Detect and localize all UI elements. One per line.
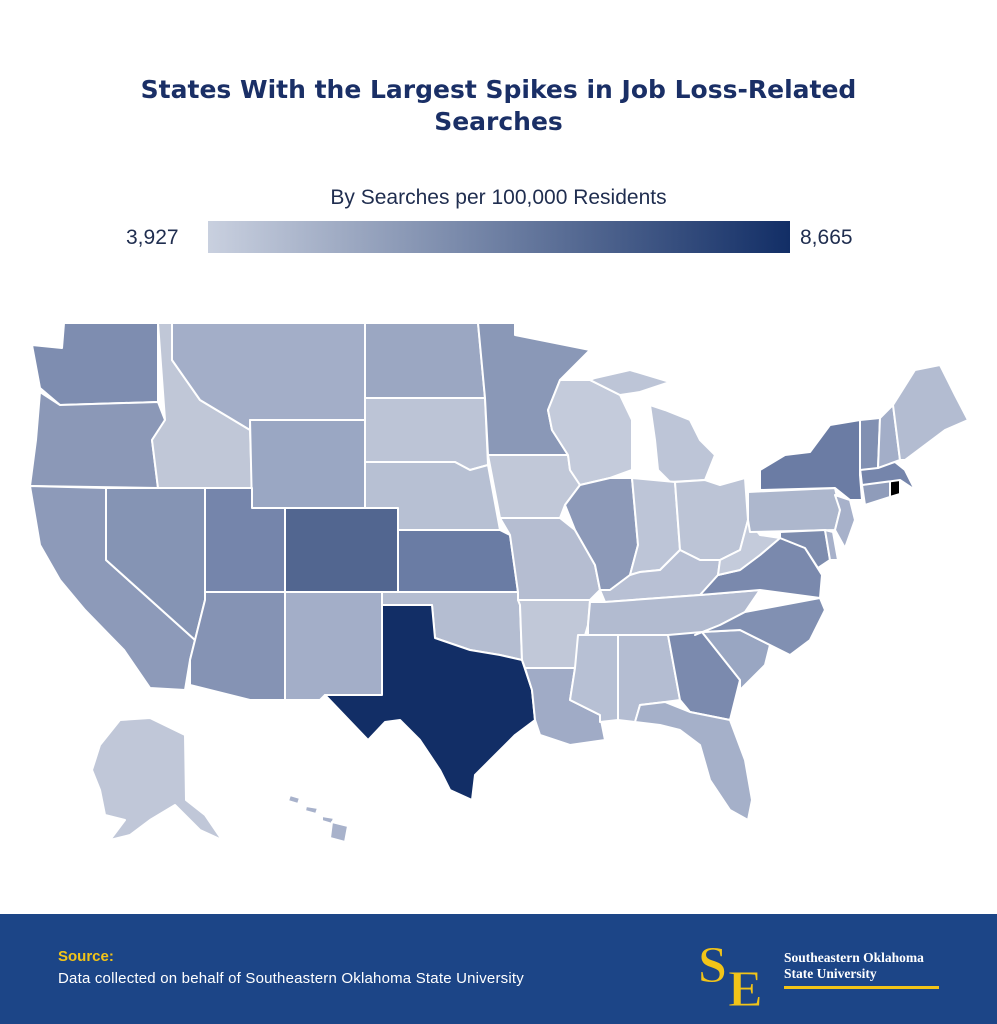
logo-underline	[784, 986, 939, 989]
legend-max-value: 8,665	[800, 226, 853, 249]
state-co	[284, 507, 399, 593]
title-line-2: Searches	[434, 107, 563, 136]
us-choropleth-map	[29, 322, 969, 843]
footer: Source: Data collected on behalf of Sout…	[0, 914, 997, 1024]
source-text: Data collected on behalf of Southeastern…	[58, 970, 524, 987]
state-nj	[834, 494, 856, 549]
university-name-line-2: State University	[784, 966, 877, 981]
state-me	[892, 364, 969, 461]
title-line-1: States With the Largest Spikes in Job Lo…	[140, 75, 857, 104]
legend-gradient-bar	[208, 221, 790, 253]
university-logo: S E Southeastern Oklahoma State Universi…	[694, 932, 954, 1010]
state-nc	[694, 597, 826, 656]
state-ak	[91, 717, 223, 841]
state-wi	[547, 379, 633, 486]
chart-title: States With the Largest Spikes in Job Lo…	[0, 74, 997, 138]
state-nd	[364, 322, 486, 399]
svg-text:E: E	[728, 961, 763, 1010]
state-hi	[287, 794, 349, 843]
state-or	[29, 391, 166, 489]
state-mo	[499, 517, 601, 601]
state-fl	[634, 701, 753, 821]
state-nm	[284, 591, 383, 701]
state-vt	[859, 417, 881, 471]
state-ks	[397, 529, 519, 593]
state-wa	[31, 322, 159, 406]
state-mi	[589, 369, 716, 483]
state-wy	[249, 419, 366, 509]
state-ny	[759, 419, 863, 501]
legend-min-value: 3,927	[126, 226, 179, 249]
se-monogram-icon: S E	[698, 937, 764, 1011]
university-name: Southeastern Oklahoma State University	[784, 950, 924, 982]
university-name-line-1: Southeastern Oklahoma	[784, 950, 924, 965]
state-tx	[324, 604, 536, 801]
source-label: Source:	[58, 948, 114, 965]
state-sd	[364, 397, 489, 471]
state-oh	[674, 477, 749, 561]
svg-text:S: S	[698, 937, 727, 994]
legend-label: By Searches per 100,000 Residents	[330, 186, 667, 209]
state-ri	[889, 479, 901, 498]
state-de	[824, 529, 839, 561]
state-pa	[747, 487, 841, 533]
state-az	[189, 591, 286, 701]
